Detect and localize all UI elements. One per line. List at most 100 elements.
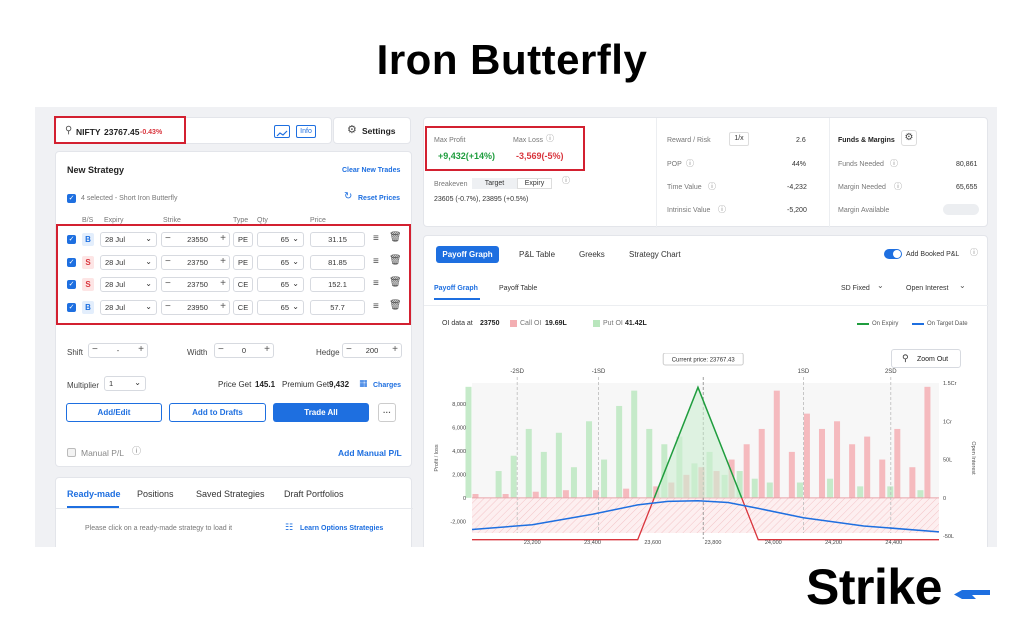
leg-expiry-select[interactable]: 28 Jul ⌄ [100,232,157,247]
width-stepper[interactable]: − 0 + [214,343,274,358]
settings-sliders-icon[interactable]: ≡ [373,233,379,244]
leg-type[interactable]: CE [233,277,253,292]
plus-icon[interactable]: + [220,278,226,289]
leg-checkbox[interactable]: ✓ [67,280,76,289]
leg-type[interactable]: CE [233,299,253,315]
leg-price-input[interactable]: 152.1 [310,277,365,292]
minus-icon[interactable]: − [165,233,171,244]
trade-all-button[interactable]: Trade All [273,403,369,422]
leg-side-badge[interactable]: B [82,233,94,246]
breakeven-target-tab[interactable]: Target [472,178,517,189]
tab-greeks[interactable]: Greeks [579,250,605,259]
leg-type[interactable]: PE [233,232,253,247]
reset-prices-link[interactable]: Reset Prices [358,195,401,202]
plus-icon[interactable]: + [220,233,226,244]
leg-price-input[interactable]: 57.7 [310,299,365,315]
tab-pl-table[interactable]: P&L Table [519,250,556,259]
tab-readymade[interactable]: Ready-made [67,489,121,499]
minus-icon[interactable]: − [165,278,171,289]
add-manual-pl-link[interactable]: Add Manual P/L [338,448,402,458]
chevron-down-icon: ⌄ [145,279,152,288]
tab-positions[interactable]: Positions [137,489,174,499]
add-to-drafts-button[interactable]: Add to Drafts [169,403,266,422]
leg-price-input[interactable]: 81.85 [310,254,365,270]
add-edit-button[interactable]: Add/Edit [66,403,162,422]
info-button[interactable]: Info [296,125,316,138]
minus-icon[interactable]: − [165,300,171,312]
chevron-down-icon: ⌄ [877,281,884,290]
subtab-payoff-table[interactable]: Payoff Table [499,285,538,292]
tab-payoff-graph[interactable]: Payoff Graph [436,246,499,263]
plus-icon[interactable]: + [220,300,226,312]
plus-icon[interactable]: + [392,344,398,355]
leg-qty-select[interactable]: 65 ⌄ [257,277,304,292]
select-all-checkbox[interactable]: ✓ [67,194,76,203]
leg-checkbox[interactable]: ✓ [67,235,76,244]
minus-icon[interactable]: − [92,344,98,355]
tab-saved-strategies[interactable]: Saved Strategies [196,489,265,499]
plus-icon[interactable]: + [264,344,270,355]
leg-qty-select[interactable]: 65 ⌄ [257,254,304,270]
shift-stepper[interactable]: − - + [88,343,148,358]
delete-icon[interactable]: 🗑 [389,277,402,288]
add-booked-toggle[interactable] [884,249,902,259]
settings-sliders-icon[interactable]: ≡ [373,255,379,267]
more-button[interactable]: ··· [378,403,396,422]
leg-checkbox[interactable]: ✓ [67,302,76,312]
settings-button[interactable]: ⚙ Settings [333,117,411,144]
x-tick-label: 24,400 [885,540,902,546]
manual-pl-checkbox[interactable] [67,448,76,457]
leg-side-badge[interactable]: B [82,300,94,314]
reward-risk-toggle[interactable]: 1/x [729,132,749,146]
call-oi-bar [818,428,825,498]
learn-strategies-link[interactable]: Learn Options Strategies [300,525,384,532]
open-interest-select[interactable]: Open Interest [906,285,949,292]
plus-icon[interactable]: + [138,344,144,355]
plus-icon[interactable]: + [220,255,226,267]
tab-draft-portfolios[interactable]: Draft Portfolios [284,489,344,499]
minus-icon[interactable]: − [218,344,224,355]
col-price: Price [310,217,326,224]
put-oi-bar [857,486,864,498]
leg-strike-stepper[interactable]: − 23950 + [161,299,230,315]
settings-sliders-icon[interactable]: ≡ [373,300,379,312]
leg-price-input[interactable]: 31.15 [310,232,365,247]
put-oi-bar [570,467,577,498]
minus-icon[interactable]: − [165,255,171,267]
delete-icon[interactable]: 🗑 [389,299,402,311]
reset-icon[interactable]: ↻ [344,191,353,202]
clear-trades-link[interactable]: Clear New Trades [342,167,401,174]
leg-type[interactable]: PE [233,254,253,270]
leg-side-badge[interactable]: S [82,278,94,291]
hedge-stepper[interactable]: − 200 + [342,343,402,358]
call-oi-bar [864,436,871,498]
sd-fixed-select[interactable]: SD Fixed [841,285,870,292]
breakeven-expiry-tab[interactable]: Expiry [517,178,552,189]
delete-icon[interactable]: 🗑 [389,254,402,266]
zoom-out-button[interactable]: ⚲ Zoom Out [891,349,961,368]
leg-expiry-select[interactable]: 28 Jul ⌄ [100,299,157,315]
multiplier-select[interactable]: 1 ⌄ [104,376,146,391]
gear-icon[interactable]: ⚙ [901,130,917,146]
charges-link[interactable]: Charges [373,382,402,389]
leg-side-badge[interactable]: S [82,255,94,269]
leg-strike-stepper[interactable]: − 23750 + [161,277,230,292]
chart-icon[interactable] [274,125,290,138]
leg-expiry-select[interactable]: 28 Jul ⌄ [100,277,157,292]
profit-area [654,387,742,498]
shift-label: Shift [67,348,84,357]
tab-strategy-chart[interactable]: Strategy Chart [629,250,681,259]
readymade-hint: Please click on a ready-made strategy to… [85,525,233,532]
search-bar[interactable]: ⚲ NIFTY 23767.45 -0.43% Info [55,117,332,144]
subtab-payoff-graph[interactable]: Payoff Graph [434,285,478,292]
leg-qty-select[interactable]: 65 ⌄ [257,232,304,247]
premium-value: 9,432 [329,380,350,389]
settings-sliders-icon[interactable]: ≡ [373,278,379,289]
leg-strike-stepper[interactable]: − 23550 + [161,232,230,247]
minus-icon[interactable]: − [346,344,352,355]
leg-expiry-select[interactable]: 28 Jul ⌄ [100,254,157,270]
leg-checkbox[interactable]: ✓ [67,257,76,267]
leg-strike-stepper[interactable]: − 23750 + [161,254,230,270]
leg-qty-select[interactable]: 65 ⌄ [257,299,304,315]
delete-icon[interactable]: 🗑 [389,232,402,243]
